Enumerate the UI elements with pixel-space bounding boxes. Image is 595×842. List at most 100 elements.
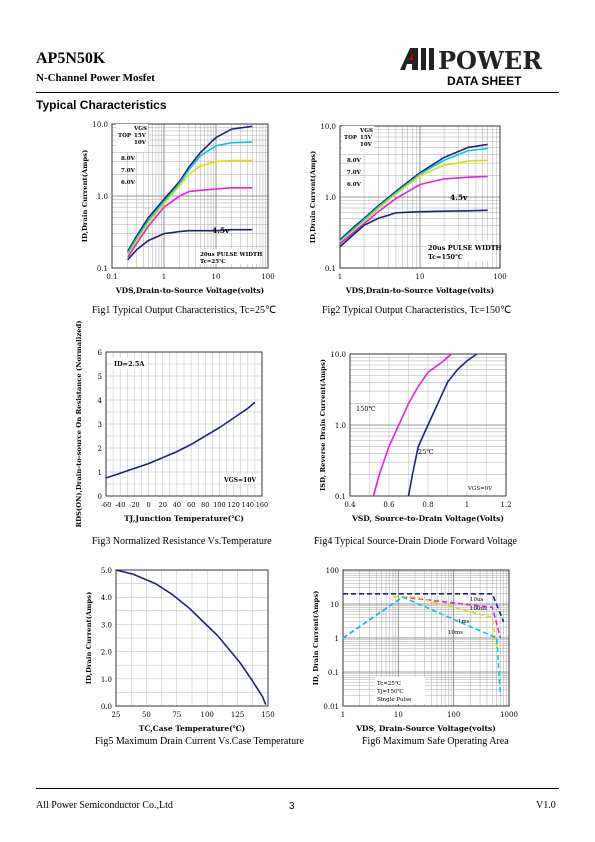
header-rule [36,92,559,93]
fig4-series-1-line [372,353,452,497]
fig4-ytick-label: 0.1 [335,493,346,501]
fig4-series-2-line [407,353,478,497]
fig3-xtick-label: -40 [115,501,125,509]
fig2-ytick-label: 1.0 [325,194,336,202]
fig4-xtick-label: 0.6 [383,501,395,509]
footer-version: V1.0 [536,800,556,811]
fig3-ytick-label: 5 [98,373,102,381]
fig1-annotation-bg [198,249,260,264]
fig2-series-5-line [339,209,488,248]
fig1-annotation: Tc=25℃ [200,258,226,265]
fig4-series-label: 25℃ [418,448,434,456]
fig3-xtick-label: -20 [129,501,139,509]
fig1-xtick-label: 10 [212,273,221,281]
fig5-ytick-label: 5.0 [101,567,112,575]
fig1-xlabel: VDS,Drain-to-Source Voltage(volts) [115,286,264,295]
fig6-caption: Fig6 Maximum Safe Operating Area [362,736,509,747]
fig2-series-4-line [339,175,488,245]
fig3-series-1-line [105,401,256,479]
fig2-xtick-label: 1 [338,273,342,281]
fig1-series-2-line [127,141,253,254]
fig6-ylabel: ID, Drain Current(Amps) [312,591,320,686]
fig3-xlabel: TJ,Junction Temperature(℃) [124,514,244,523]
fig6-xtick-label: 10 [394,711,403,719]
fig4-xlabel: VSD, Source-to-Drain Voltage(Volts) [351,514,504,523]
fig2-legend-header: TOP [344,135,357,141]
fig6-xtick-label: 100 [447,711,460,719]
fig1-series-3-line [127,159,253,256]
fig3-annotation: VGS=10V [223,477,256,484]
fig1-legend-item: 8.0V [121,156,136,162]
fig3-annotation-bg [112,358,146,369]
fig2-legend-header: 15V [360,135,373,141]
fig1-xtick-label: 0.1 [106,273,117,281]
fig3-xtick-label: 140 [242,501,254,509]
fig5-ytick-label: 1.0 [101,676,112,684]
fig3-ytick-label: 0 [98,493,102,501]
fig4-frame [349,353,507,497]
fig3-xtick-label: 60 [187,501,195,509]
doc-type: DATA SHEET [447,74,522,88]
fig6-annotation-bg [375,677,425,704]
fig5-frame [115,569,269,707]
fig3-xtick-label: 120 [227,501,239,509]
fig6-ytick-label: 1 [335,635,339,643]
fig2-annotation: Tc=150℃ [428,253,463,261]
fig2-ylabel: ID,Drain Current(Amps) [309,151,317,243]
fig2-xlabel: VDS,Drain-to-Source Voltage(volts) [345,286,494,295]
fig4-ytick-label: 1.0 [335,422,346,430]
fig1-legend-item: 7.0V [121,168,136,174]
fig1-xtick-label: 1 [162,273,166,281]
fig2-caption: Fig2 Typical Output Characteristics, Tc=… [322,305,512,316]
fig5-xtick-label: 50 [142,711,151,719]
fig2-legend-item: 8.0V [347,158,362,164]
fig3-xtick-label: 0 [146,501,150,509]
fig2-legend-header: 10V [360,142,373,148]
fig1-annotation: 4.5v [212,226,230,235]
fig5-series-1-line [115,569,267,705]
fig3-xtick-label: 80 [201,501,209,509]
fig4-ylabel: ISD, Reverse Drain Current(Amps) [319,359,327,491]
fig5-ytick-label: 2.0 [101,649,112,657]
fig3-annotation-bg [222,474,258,484]
fig6-annotation: 10ms [448,630,463,636]
fig6-xtick-label: 1000 [500,711,518,719]
fig5-ytick-label: 3.0 [101,621,112,629]
fig1-ylabel: ID,Drain Current(Amps) [81,150,89,242]
fig1-legend-header: VGS [133,126,147,132]
fig1-ytick-label: 0.1 [97,265,108,273]
fig6-xlabel: VDS, Drain-Source Voltage(volts) [355,724,496,733]
fig1-series-1-line [127,125,253,252]
fig2-annotation-bg [426,241,492,261]
fig5-xtick-label: 25 [112,711,121,719]
fig6-series-4-line [342,596,502,696]
fig3-xtick-label: -60 [101,501,111,509]
fig5-xtick-label: 100 [201,711,214,719]
fig1-ytick-label: 10.0 [92,121,108,129]
fig1-legend-bg [116,124,148,152]
fig1-caption: Fig1 Typical Output Characteristics, Tc=… [92,305,277,316]
page-number: 3 [289,801,295,812]
fig6-annotation: Tc=25℃ [377,680,401,687]
fig5-xtick-label: 150 [261,711,274,719]
fig6-xtick-label: 1 [341,711,345,719]
fig1-xtick-label: 100 [261,273,274,281]
fig4-xtick-label: 0.4 [344,501,356,509]
section-title: Typical Characteristics [36,98,167,112]
fig6-annotation: Tj=150℃ [377,688,404,695]
svg-text:POWER: POWER [438,46,543,72]
fig4-xtick-label: 1 [465,501,469,509]
fig2-legend-header: VGS [359,128,373,134]
fig1-legend-header: TOP [118,133,131,139]
fig2-legend-item: 6.0V [347,182,362,188]
fig4-annotation-bg [466,482,504,492]
device-subtitle: N-Channel Power Mosfet [36,72,155,84]
footer-company: All Power Semiconductor Co.,Ltd [36,800,173,811]
fig1-series-5-line [127,228,253,261]
footer-rule [36,788,559,789]
fig6-ytick-label: 0.01 [323,703,339,711]
fig4-xtick-label: 1.2 [500,501,511,509]
fig3-ytick-label: 1 [98,469,102,477]
fig2-series-1-line [339,143,488,241]
